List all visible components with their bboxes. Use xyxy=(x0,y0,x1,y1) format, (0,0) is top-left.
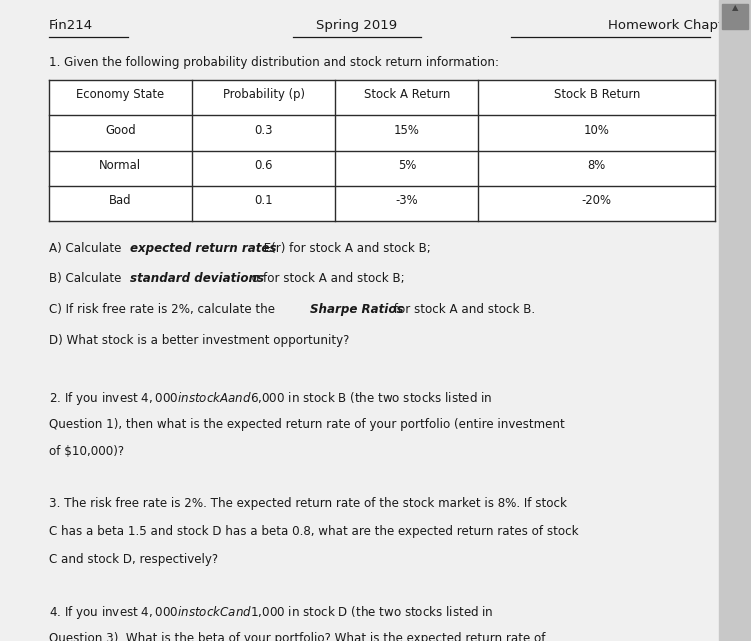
Text: Economy State: Economy State xyxy=(77,88,164,101)
Text: 10%: 10% xyxy=(584,124,610,137)
Text: 0.6: 0.6 xyxy=(255,159,273,172)
Text: 15%: 15% xyxy=(394,124,420,137)
Text: D) What stock is a better investment opportunity?: D) What stock is a better investment opp… xyxy=(49,334,349,347)
Text: -20%: -20% xyxy=(582,194,612,207)
Text: Stock B Return: Stock B Return xyxy=(553,88,640,101)
Text: A) Calculate: A) Calculate xyxy=(49,242,125,254)
Text: Good: Good xyxy=(105,124,136,137)
Text: 8%: 8% xyxy=(587,159,606,172)
Text: E(r) for stock A and stock B;: E(r) for stock A and stock B; xyxy=(260,242,431,254)
Text: Sharpe Ratios: Sharpe Ratios xyxy=(309,303,403,316)
Text: for stock A and stock B.: for stock A and stock B. xyxy=(391,303,535,316)
Text: C) If risk free rate is 2%, calculate the: C) If risk free rate is 2%, calculate th… xyxy=(49,303,279,316)
Text: C and stock D, respectively?: C and stock D, respectively? xyxy=(49,553,218,565)
Text: Bad: Bad xyxy=(109,194,131,207)
Text: 2. If you invest $4,000 in stock A and $6,000 in stock B (the two stocks listed : 2. If you invest $4,000 in stock A and $… xyxy=(49,390,492,408)
Text: -3%: -3% xyxy=(396,194,418,207)
Text: of $10,000)?: of $10,000)? xyxy=(49,445,124,458)
Bar xyxy=(49,80,715,221)
Bar xyxy=(719,0,751,641)
Text: Fin214: Fin214 xyxy=(49,19,93,32)
Text: 5%: 5% xyxy=(398,159,416,172)
Bar xyxy=(722,4,748,29)
Text: σ for stock A and stock B;: σ for stock A and stock B; xyxy=(248,272,404,285)
Text: Question 3). What is the beta of your portfolio? What is the expected return rat: Question 3). What is the beta of your po… xyxy=(49,632,545,641)
Text: Probability (p): Probability (p) xyxy=(222,88,305,101)
Text: 4. If you invest $4,000 in stock C and $1,000 in stock D (the two stocks listed : 4. If you invest $4,000 in stock C and $… xyxy=(49,604,493,622)
Text: 3. The risk free rate is 2%. The expected return rate of the stock market is 8%.: 3. The risk free rate is 2%. The expecte… xyxy=(49,497,567,510)
Text: 1. Given the following probability distribution and stock return information:: 1. Given the following probability distr… xyxy=(49,56,499,69)
Text: Question 1), then what is the expected return rate of your portfolio (entire inv: Question 1), then what is the expected r… xyxy=(49,418,565,431)
Text: standard deviations: standard deviations xyxy=(130,272,264,285)
Text: Stock A Return: Stock A Return xyxy=(363,88,450,101)
Text: 0.1: 0.1 xyxy=(255,194,273,207)
Text: expected return rates: expected return rates xyxy=(130,242,276,254)
Text: Spring 2019: Spring 2019 xyxy=(316,19,397,32)
Text: C has a beta 1.5 and stock D has a beta 0.8, what are the expected return rates : C has a beta 1.5 and stock D has a beta … xyxy=(49,525,578,538)
Text: Homework Chapter 8: Homework Chapter 8 xyxy=(608,19,750,32)
Text: 0.3: 0.3 xyxy=(255,124,273,137)
Text: ▲: ▲ xyxy=(732,3,738,12)
Text: B) Calculate: B) Calculate xyxy=(49,272,125,285)
Text: Normal: Normal xyxy=(99,159,141,172)
